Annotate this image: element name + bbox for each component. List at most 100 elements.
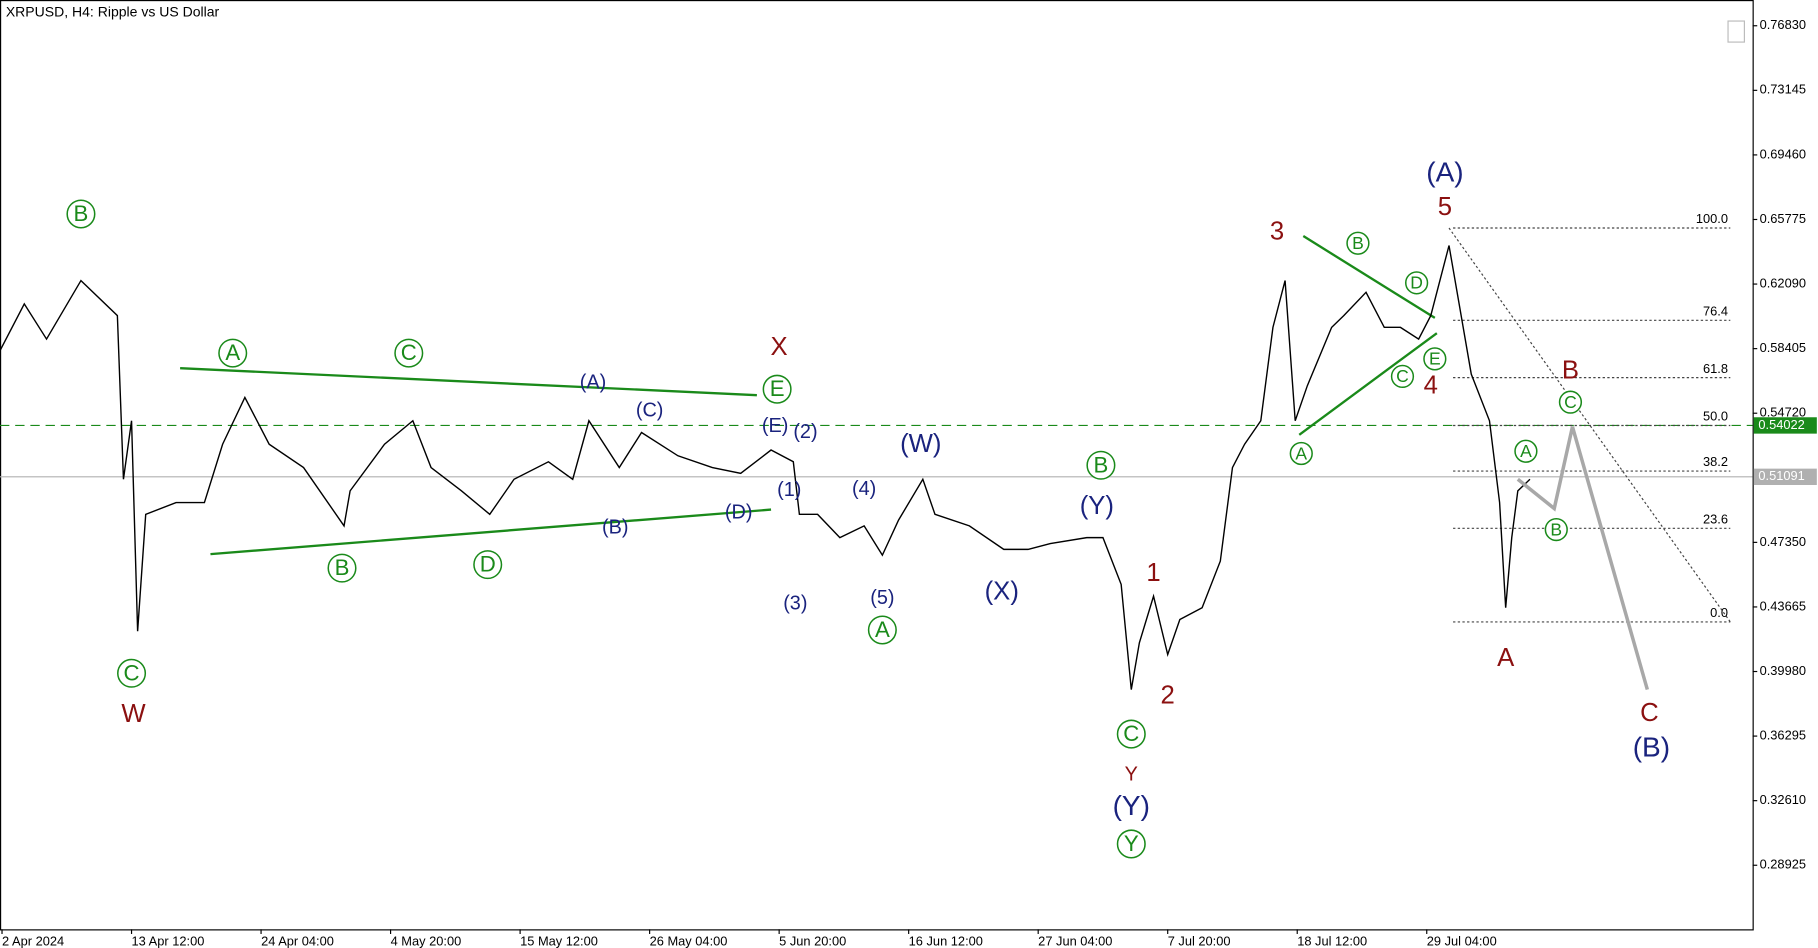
x-tick-label: 2 Apr 2024 [2,934,64,948]
wave-label: A [225,340,240,365]
wave-label: (D) [725,501,753,523]
price-label-box [1753,417,1817,434]
price-label-box [1753,468,1817,485]
wave-circle [394,338,424,368]
wave-circle [1405,271,1429,295]
wave-label: (1) [777,479,801,501]
wave-label: B [335,555,350,580]
price-label: 0.54022 [1758,417,1804,432]
wave-label: 4 [1424,372,1438,400]
wave-circle [66,199,96,229]
wave-label: A [875,617,890,642]
wave-label: E [1429,349,1441,369]
x-tick-label: 29 Jul 04:00 [1427,934,1497,948]
wave-label: C [1564,392,1577,412]
fib-level-label: 0.0 [1710,605,1728,620]
chart-title: XRPUSD, H4: Ripple vs US Dollar [6,4,220,20]
wave-label: 3 [1270,217,1284,245]
wave-label: (Y) [1080,492,1114,520]
wave-label: B [1550,519,1562,539]
y-tick-label: 0.69460 [1760,146,1806,161]
wave-label: D [1410,273,1423,293]
wave-label: B [1352,233,1364,253]
wave-circle [473,550,503,580]
wave-label: A [1520,441,1532,461]
y-tick-label: 0.36295 [1760,727,1806,742]
fib-level-label: 38.2 [1703,454,1728,469]
wave-label: (A) [1426,157,1463,188]
fib-level-label: 61.8 [1703,361,1728,376]
x-tick-label: 18 Jul 12:00 [1297,934,1367,948]
wave-label: (X) [985,577,1019,605]
wave-label: C [124,660,140,685]
y-tick-label: 0.43665 [1760,598,1806,613]
wave-label: (3) [783,593,807,615]
wave-label: B [1094,452,1109,477]
wave-label: X [771,333,788,361]
price-series [0,245,1531,690]
trendline [180,367,757,397]
wave-circle [1423,347,1447,371]
y-tick-label: 0.32610 [1760,792,1806,807]
wave-label: (A) [580,372,606,394]
wave-label: Y [1124,831,1139,856]
wave-label: 5 [1438,193,1452,221]
fib-diagonal [1448,227,1731,623]
wave-label: (Y) [1113,790,1150,821]
x-tick-label: 13 Apr 12:00 [132,934,205,948]
x-tick-label: 16 Jun 12:00 [909,934,983,948]
x-tick-label: 26 May 04:00 [650,934,728,948]
x-tick-label: 15 May 12:00 [520,934,598,948]
x-tick-label: 24 Apr 04:00 [261,934,334,948]
wave-label: (W) [900,430,941,458]
y-tick-label: 0.47350 [1760,534,1806,549]
x-tick-label: 7 Jul 20:00 [1168,934,1231,948]
wave-label: (2) [793,421,817,443]
wave-label: A [1295,443,1307,463]
fib-level-label: 50.0 [1703,409,1728,424]
fib-level-label: 100.0 [1696,211,1728,226]
y-tick-label: 0.73145 [1760,82,1806,97]
wave-label: (B) [602,517,628,539]
y-tick-label: 0.76830 [1760,17,1806,32]
wave-label: C [1640,699,1659,727]
y-tick-label: 0.62090 [1760,275,1806,290]
wave-circle [1116,829,1146,859]
wave-circle [117,658,147,688]
wave-label: D [480,552,496,577]
wave-label: (5) [870,587,894,609]
wave-circle [867,615,897,645]
fib-level-label: 76.4 [1703,304,1728,319]
wave-label: (B) [1633,732,1670,763]
wave-circle [1558,390,1583,414]
projection [1516,426,1650,691]
y-tick-label: 0.54720 [1760,405,1806,420]
wave-circle [1289,441,1313,466]
wave-label: (E) [762,415,788,437]
trendline [210,508,772,556]
x-tick-label: 5 Jun 20:00 [779,934,846,948]
wave-circle [1514,439,1538,463]
wave-circle [1086,450,1116,480]
wave-label: A [1497,644,1515,672]
wave-label: B [1562,357,1579,385]
wave-label: 2 [1161,681,1175,709]
wave-label: C [1396,366,1409,386]
wave-circle [327,553,357,583]
wave-label: C [401,340,417,365]
price-label: 0.51091 [1758,468,1804,483]
wave-circle [1346,231,1370,255]
tool-button[interactable] [1727,20,1745,43]
wave-circle [762,374,792,404]
wave-label: (4) [852,478,876,500]
y-tick-label: 0.58405 [1760,340,1806,355]
wave-label: 1 [1146,559,1160,587]
wave-circle [1390,364,1415,389]
wave-label: Y [1125,763,1138,785]
wave-circle [1544,517,1568,542]
trendline [1302,235,1436,319]
wave-circle [218,338,248,368]
